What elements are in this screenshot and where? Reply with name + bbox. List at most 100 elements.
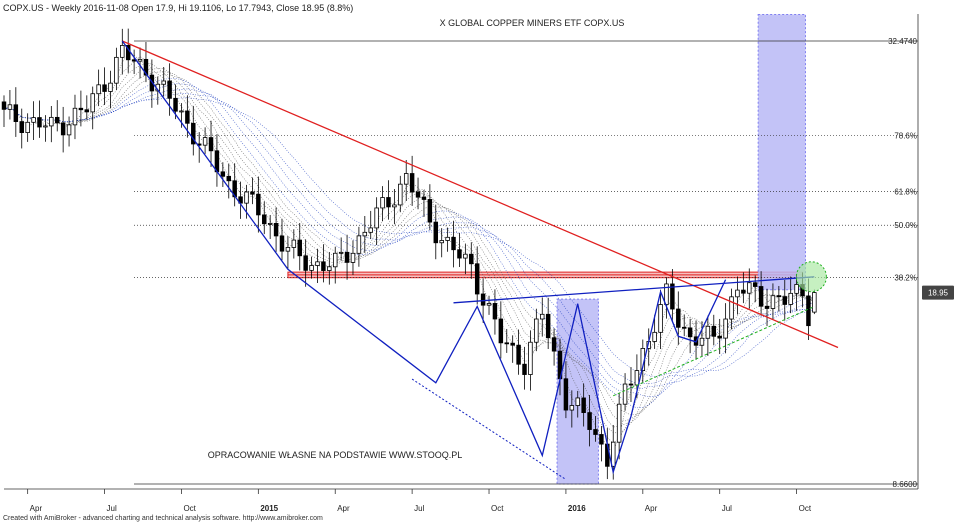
candle-body — [120, 45, 125, 58]
candle-body — [303, 255, 308, 271]
candle-body — [451, 236, 456, 251]
candle-body — [55, 116, 60, 124]
moving-average-ribbon — [3, 53, 815, 452]
trendline-zigzag — [121, 40, 727, 475]
ma-line — [3, 56, 815, 444]
candle-body — [457, 249, 462, 259]
candle-body — [776, 295, 782, 298]
candle-body — [492, 303, 498, 320]
candle-body — [469, 253, 474, 265]
candle-body — [723, 318, 728, 339]
candle-body — [764, 305, 770, 309]
candle-body — [569, 405, 575, 411]
trendline-neckline — [453, 276, 815, 304]
candle-body — [439, 240, 444, 244]
candle-body — [516, 344, 521, 365]
candle-body — [185, 110, 190, 124]
candle-body — [510, 342, 515, 346]
candle-body — [244, 191, 249, 204]
candle-body — [31, 117, 36, 123]
candle-body — [433, 221, 439, 244]
candle-body — [664, 283, 669, 305]
level-label: 61.8% — [894, 187, 917, 196]
candle-body — [297, 239, 302, 257]
x-tick-label: Jul — [414, 504, 424, 513]
candle-body — [747, 282, 752, 294]
candle-body — [273, 223, 279, 237]
candle-body — [812, 292, 817, 313]
candle-body — [96, 84, 101, 95]
candle-body — [173, 97, 178, 112]
candle-body — [445, 236, 450, 241]
candle-body — [670, 283, 675, 310]
candle-body — [545, 313, 551, 339]
target-circle — [795, 261, 827, 293]
x-tick-label: Apr — [337, 504, 350, 513]
candle-body — [622, 383, 628, 405]
ma-line — [3, 78, 815, 409]
candle-body — [356, 235, 362, 254]
axes: Apr Jul Oct 2015 Apr Jul Oct 2016 Apr Jul Oct — [4, 14, 919, 513]
zone-layer — [287, 13, 806, 485]
highlight-recent — [757, 13, 806, 291]
level-lines: 32.4740 78.6% 61.8% 50.0% 38.2% 8.6600 — [134, 37, 918, 489]
ma-line — [3, 97, 815, 377]
candle-body — [338, 251, 344, 254]
candle-body — [380, 197, 385, 209]
candle-body — [161, 80, 166, 85]
candle-body — [309, 265, 314, 271]
candle-body — [540, 313, 545, 320]
candle-body — [43, 125, 48, 128]
candle-body — [191, 122, 196, 145]
x-tick-label: Oct — [799, 504, 812, 513]
x-tick-label: Apr — [30, 504, 43, 513]
candle-body — [699, 337, 705, 346]
ma-line — [3, 93, 815, 384]
candle-body — [575, 397, 580, 406]
candle-body — [7, 104, 13, 110]
candle-body — [220, 171, 226, 177]
x-tick-label: 2016 — [568, 504, 586, 513]
candle-body — [794, 284, 799, 294]
candle-body — [179, 110, 184, 113]
candle-body — [315, 261, 320, 266]
x-tick-label: 2015 — [260, 504, 278, 513]
candle-body — [137, 58, 143, 62]
candle-body — [705, 325, 711, 339]
candle-body — [587, 412, 592, 430]
candle-body — [486, 303, 492, 306]
candle-body — [463, 253, 468, 259]
header-summary: COPX.US - Weekly 2016-11-08 Open 17.9, H… — [3, 3, 353, 13]
candle-body — [427, 199, 433, 223]
candle-body — [563, 378, 569, 411]
candle-body — [78, 107, 84, 111]
candle-body — [522, 363, 527, 375]
level-label: 38.2% — [894, 274, 917, 283]
candle-body — [421, 196, 427, 200]
annotation-source: OPRACOWANIE WŁASNE NA PODSTAWIE WWW.STOO… — [208, 450, 463, 460]
level-label: 50.0% — [894, 221, 917, 230]
candle-body — [628, 383, 634, 386]
candle-body — [49, 116, 54, 127]
candle-body — [741, 289, 746, 294]
candle-body — [474, 263, 480, 295]
candle-body — [498, 318, 504, 344]
candle-body — [658, 304, 663, 333]
candle-body — [279, 235, 285, 252]
candle-body — [752, 282, 758, 287]
x-tick-label: Oct — [491, 504, 504, 513]
candle-body — [114, 56, 119, 84]
candle-body — [285, 247, 291, 252]
candle-body — [344, 251, 350, 263]
trendline-uptrend — [612, 306, 815, 397]
candle-body — [256, 193, 261, 216]
candle-body — [84, 109, 90, 113]
candle-body — [735, 289, 740, 298]
candle-body — [362, 231, 368, 237]
candle-body — [599, 434, 604, 445]
footer-credit: Created with AmiBroker - advanced charti… — [3, 515, 323, 522]
price-badge-box — [922, 285, 954, 300]
candle-body — [711, 325, 717, 337]
candle-body — [403, 173, 409, 185]
